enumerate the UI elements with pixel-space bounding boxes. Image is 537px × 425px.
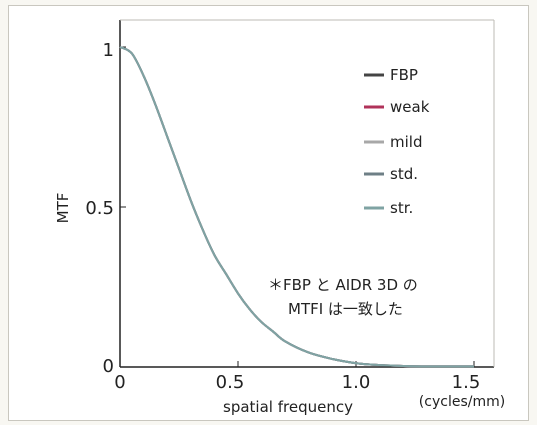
x-axis-unit: (cycles/mm) bbox=[419, 394, 505, 410]
tick-marks bbox=[119, 46, 475, 368]
legend: FBP weak mild std. str. bbox=[364, 66, 430, 217]
legend-label-fbp: FBP bbox=[390, 66, 418, 84]
x-axis-title: spatial frequency bbox=[223, 398, 353, 416]
series-line-fbp bbox=[119, 46, 474, 368]
chart-frame bbox=[8, 5, 529, 421]
y-tick-label-0: 0 bbox=[103, 356, 114, 377]
legend-label-weak: weak bbox=[390, 98, 430, 116]
y-axis-title: MTF bbox=[54, 193, 72, 224]
x-tick-label-1.5: 1.5 bbox=[452, 372, 481, 393]
y-tick-label-1: 1 bbox=[103, 40, 114, 61]
series-line-str bbox=[119, 46, 474, 368]
legend-label-std: std. bbox=[390, 165, 418, 183]
legend-label-str: str. bbox=[390, 199, 413, 217]
series-line-mild bbox=[119, 46, 474, 368]
legend-label-mild: mild bbox=[390, 133, 422, 151]
x-tick-label-1.0: 1.0 bbox=[342, 372, 371, 393]
annotation-line-2: MTFI は一致した bbox=[288, 300, 403, 318]
series-lines bbox=[119, 46, 474, 368]
annotation-line-1: ＊FBP と AIDR 3D の bbox=[268, 276, 418, 294]
x-tick-label-0: 0 bbox=[114, 372, 125, 393]
series-line-std bbox=[119, 46, 474, 368]
x-tick-label-0.5: 0.5 bbox=[216, 372, 245, 393]
y-tick-label-0.5: 0.5 bbox=[85, 198, 114, 219]
series-line-weak bbox=[119, 46, 474, 368]
